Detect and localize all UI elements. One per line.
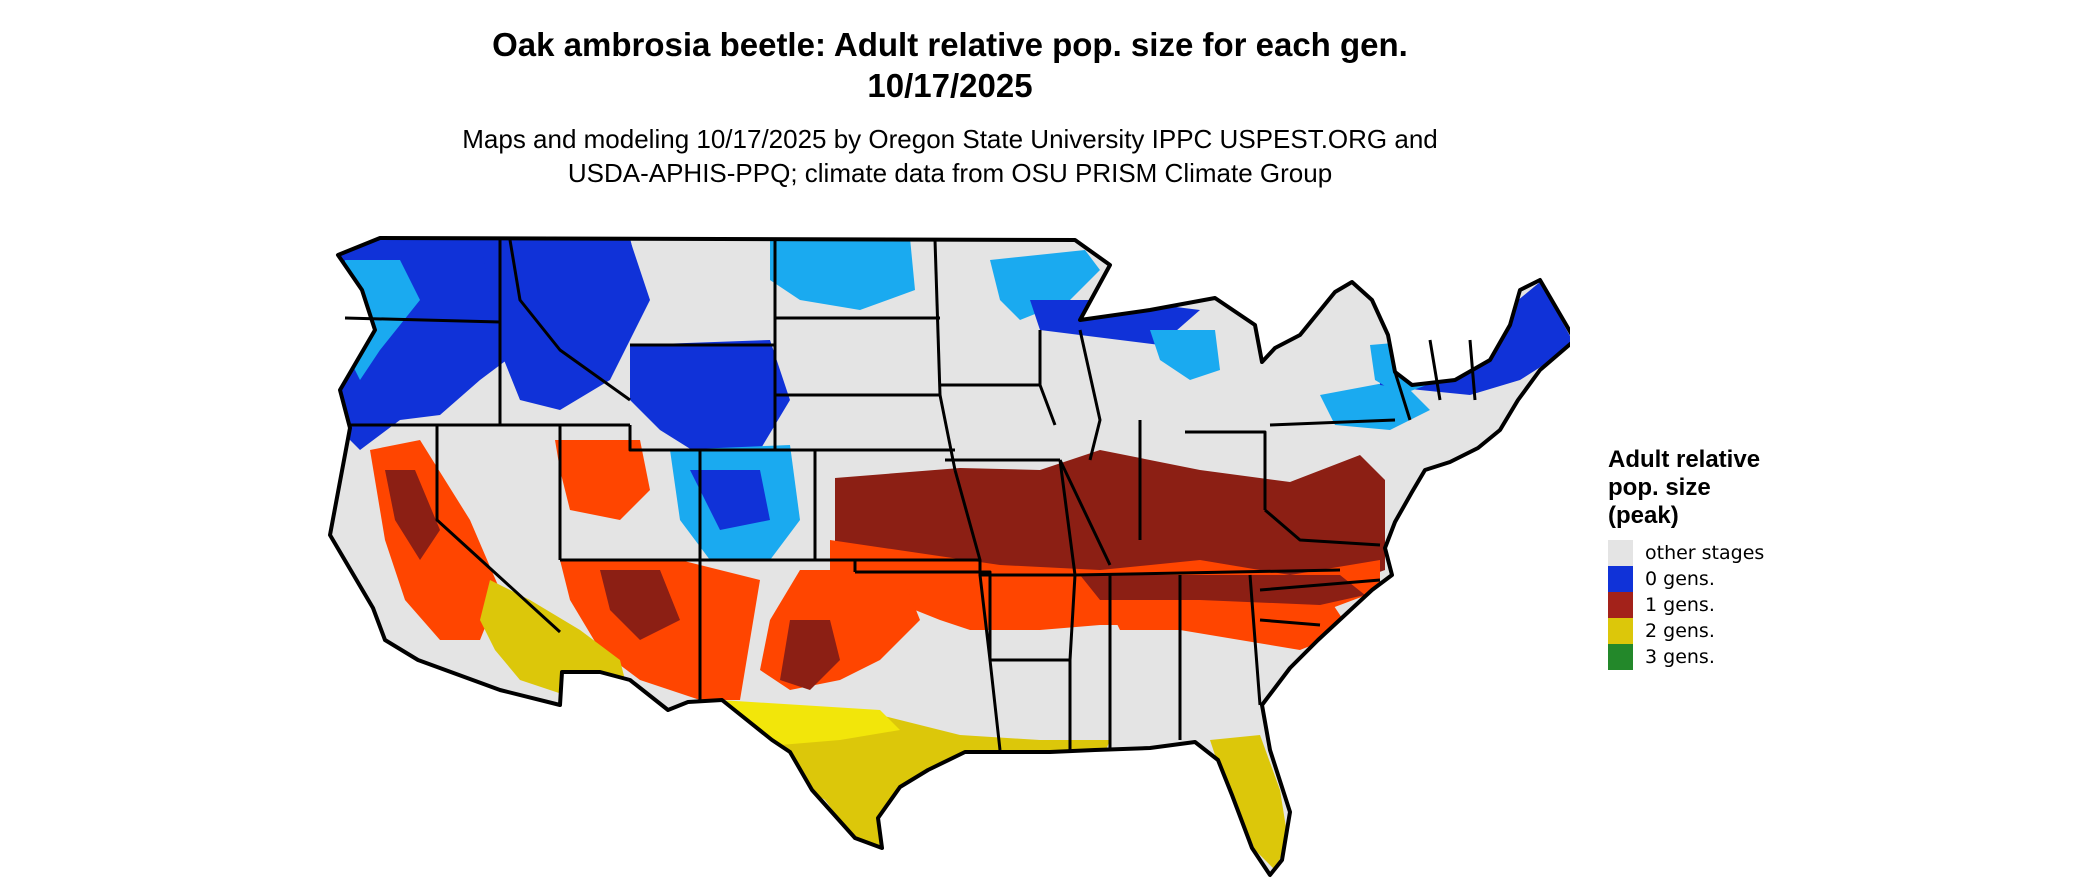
legend-swatch [1608,644,1633,670]
nevada-red-region [555,440,650,520]
map-subtitle: Maps and modeling 10/17/2025 by Oregon S… [0,122,1900,190]
texas-dark-red [780,620,840,690]
border-id-mt [508,239,631,402]
florida-yellow-region [1210,735,1288,870]
border-wa-or [344,316,501,324]
border-nc-sc [1259,578,1381,627]
map-legend: Adult relative pop. size (peak) other st… [1608,446,1868,670]
title-line-2: 10/17/2025 [867,67,1033,104]
legend-label: 1 gens. [1645,594,1715,616]
border-oh [1185,430,1267,510]
map-title: Oak ambrosia beetle: Adult relative pop.… [0,24,1900,106]
one-gen-regions [370,440,1385,700]
minnesota-light-blue [990,250,1100,320]
idaho-blue-region [480,238,650,410]
legend-title-line-2: pop. size [1608,474,1711,501]
state-borders [328,236,1570,877]
border-wi-mi [1038,329,1102,461]
legend-item-other-stages: other stages [1608,540,1868,566]
border-va-wv [1264,508,1381,547]
southeast-dark-red [1080,575,1365,605]
legend-item-2-gens: 2 gens. [1608,618,1868,644]
maine-blue-region [1380,282,1570,395]
us-outline [328,236,1570,877]
subtitle-line-2: USDA-APHIS-PPQ; climate data from OSU PR… [567,158,1333,188]
legend-item-0-gens: 0 gens. [1608,566,1868,592]
legend-label: other stages [1645,542,1765,564]
border-id-ut-nv [498,322,630,427]
title-line-1: Oak ambrosia beetle: Adult relative pop.… [492,26,1408,63]
michigan-light-blue [1150,330,1220,380]
legend-item-1-gens: 1 gens. [1608,592,1868,618]
us-map [328,236,1570,877]
legend-item-3-gens: 3 gens. [1608,644,1868,670]
legend-label: 2 gens. [1645,620,1715,642]
border-ok-tx [855,570,992,660]
southeast-red-region [1100,590,1350,650]
border-ar [978,574,1077,662]
border-ky-tn [1074,568,1341,577]
legend-swatch [1608,566,1633,592]
legend-swatch [1608,540,1633,566]
southwest-dark-red [600,570,680,640]
border-ut-co [628,425,702,560]
subtitle-line-1: Maps and modeling 10/17/2025 by Oregon S… [462,124,1438,154]
border-nd-mn [933,239,942,396]
legend-title-line-3: (peak) [1608,502,1679,529]
border-ny-new-england [1393,339,1477,421]
border-ms-al-ga [1108,574,1262,750]
colorado-dark-blue [690,470,770,530]
legend-swatch [1608,618,1633,644]
california-dark-red [385,470,440,560]
legend-label: 0 gens. [1645,568,1715,590]
legend-label: 3 gens. [1645,646,1715,668]
border-il-in [1058,420,1142,566]
wyoming-blue-region [630,340,790,455]
north-dakota-light-blue [770,238,915,310]
border-pa [1269,418,1396,427]
legend-swatch [1608,592,1633,618]
legend-title: Adult relative pop. size (peak) [1608,446,1868,530]
border-ca-nv [435,425,562,634]
central-dark-red-region [835,450,1385,590]
border-la-ms [988,659,1072,751]
legend-title-line-1: Adult relative [1608,446,1761,473]
